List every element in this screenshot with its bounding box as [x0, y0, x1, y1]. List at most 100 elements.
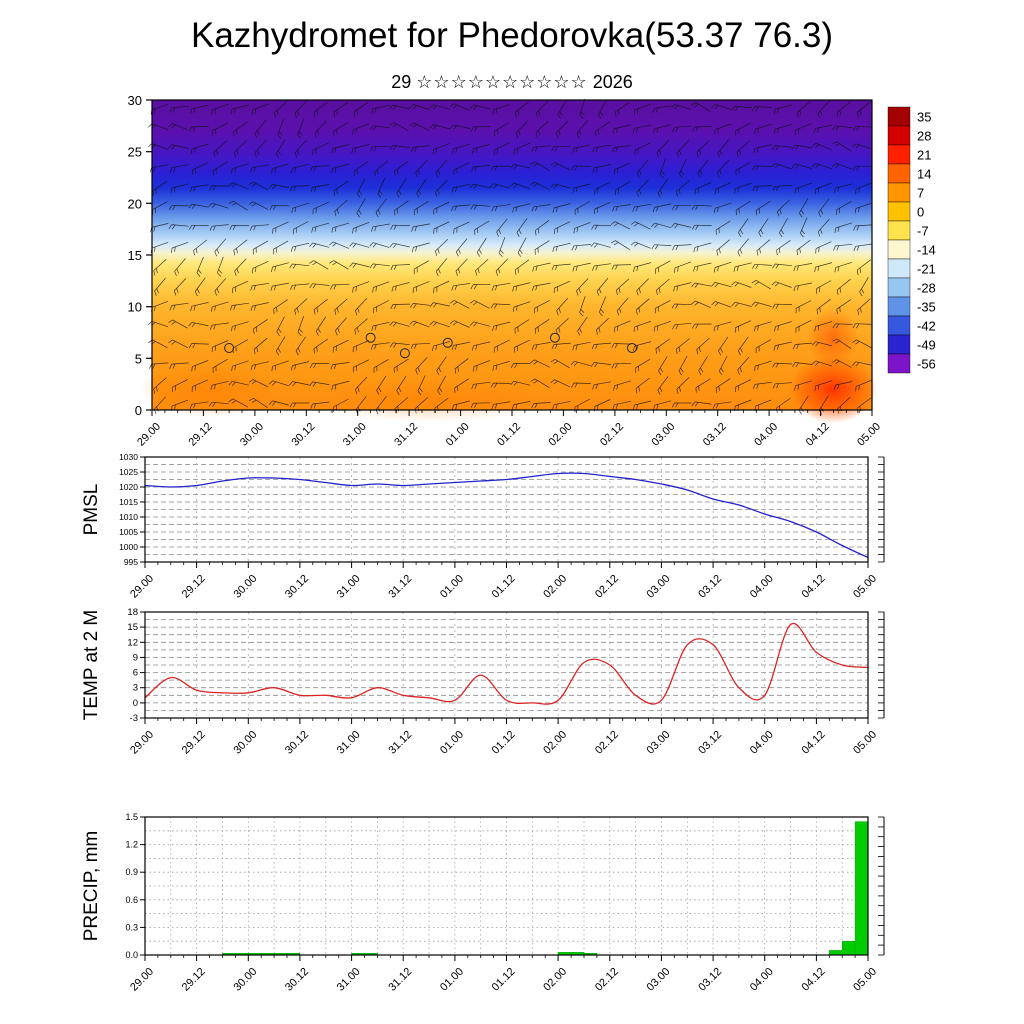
colorbar-segment [887, 144, 911, 165]
svg-text:0.6: 0.6 [125, 895, 138, 905]
colorbar-tick: 14 [917, 167, 931, 182]
precip-panel: 0.0 0.3 0.6 0.9 1.2 1.5 29.00 29.12 30.00 30.12 31… [81, 812, 885, 994]
svg-text:1000: 1000 [119, 542, 138, 552]
date-year: 2026 [592, 72, 633, 92]
svg-text:02.12: 02.12 [598, 421, 626, 449]
colorbar-segment [887, 277, 911, 298]
svg-text:30.12: 30.12 [283, 966, 311, 994]
colorbar-segment [887, 182, 911, 203]
panel-ylabel: PRECIP, mm [81, 831, 102, 942]
svg-text:03.12: 03.12 [696, 966, 724, 994]
svg-text:29.00: 29.00 [128, 573, 156, 601]
y-axis: 0 5 10 15 20 25 30 [128, 93, 152, 418]
svg-text:02.12: 02.12 [593, 729, 621, 757]
precip-bars [222, 821, 869, 956]
x-axis: 29.00 29.12 30.00 30.12 31.00 31.12 01.00 01.12… [128, 612, 879, 757]
precip-bar [829, 950, 843, 956]
y-axis: 995 1000 1005 1010 1015 1020 1025 1030 [119, 452, 868, 567]
calm-markers [224, 332, 637, 359]
svg-text:02.12: 02.12 [593, 573, 621, 601]
svg-text:15: 15 [128, 248, 142, 263]
svg-text:5: 5 [135, 351, 142, 366]
svg-text:03.00: 03.00 [645, 966, 673, 994]
svg-text:01.12: 01.12 [490, 966, 518, 994]
svg-text:30: 30 [128, 93, 142, 108]
svg-text:05.00: 05.00 [851, 729, 879, 757]
svg-text:03.00: 03.00 [649, 421, 677, 449]
hot-spots [140, 307, 877, 424]
svg-text:15: 15 [127, 622, 138, 633]
colorbar-segment [887, 163, 911, 184]
svg-text:29.12: 29.12 [180, 966, 208, 994]
svg-text:01.12: 01.12 [490, 729, 518, 757]
colorbar-tick: -21 [917, 262, 936, 277]
svg-text:03.00: 03.00 [645, 573, 673, 601]
svg-text:12: 12 [127, 637, 138, 648]
colorbar-segment [887, 353, 911, 374]
svg-text:10: 10 [128, 300, 142, 315]
colorbar-tick: 35 [917, 110, 931, 125]
colorbar-tick: 7 [917, 186, 924, 201]
x-axis: 29.00 29.12 30.00 30.12 31.00 31.12 01.00 01.12… [128, 955, 879, 994]
svg-text:1005: 1005 [119, 527, 138, 537]
svg-text:1015: 1015 [119, 497, 138, 507]
svg-text:1025: 1025 [119, 467, 138, 477]
colorbar-tick: 0 [917, 205, 924, 220]
svg-text:9: 9 [133, 652, 138, 663]
svg-text:25: 25 [128, 145, 142, 160]
svg-text:03.12: 03.12 [696, 729, 724, 757]
svg-text:02.00: 02.00 [541, 573, 569, 601]
colorbar-segment [887, 258, 911, 279]
colorbar-segment [887, 315, 911, 336]
svg-text:04.12: 04.12 [800, 573, 828, 601]
svg-text:1.5: 1.5 [125, 812, 138, 822]
svg-text:29.12: 29.12 [180, 729, 208, 757]
svg-text:01.00: 01.00 [438, 966, 466, 994]
pmsl-panel: 995 1000 1005 1010 1015 1020 1025 1030 29.00 29.1… [81, 452, 885, 601]
svg-text:03.12: 03.12 [696, 573, 724, 601]
svg-text:20: 20 [128, 196, 142, 211]
svg-text:05.00: 05.00 [851, 966, 879, 994]
colorbar-tick: -56 [917, 357, 936, 372]
svg-text:0: 0 [135, 403, 142, 418]
svg-text:995: 995 [124, 557, 138, 567]
svg-text:01.00: 01.00 [444, 421, 472, 449]
page-title: Kazhydromet for Phedorovka(53.37 76.3) [190, 16, 834, 55]
temp2m-line [144, 622, 869, 705]
svg-text:05.00: 05.00 [855, 421, 883, 449]
colorbar-tick: 21 [917, 148, 931, 163]
svg-text:30.12: 30.12 [283, 573, 311, 601]
colorbar-tick: -42 [917, 319, 936, 334]
svg-text:01.12: 01.12 [495, 421, 523, 449]
temp-panel: -3 0 3 6 9 12 15 18 29.00 29.12 30.00 30.12 31.00 31.… [81, 607, 885, 757]
svg-text:0.0: 0.0 [125, 950, 138, 960]
panel-ylabel: PMSL [81, 484, 102, 536]
svg-text:04.12: 04.12 [800, 729, 828, 757]
svg-text:6: 6 [133, 668, 138, 679]
svg-text:04.00: 04.00 [748, 573, 776, 601]
svg-text:1.2: 1.2 [125, 840, 138, 850]
svg-text:31.12: 31.12 [386, 966, 414, 994]
colorbar-segment [887, 201, 911, 222]
colorbar-segment [887, 106, 911, 127]
date-line: 29 ☆☆☆☆☆☆☆☆☆☆ 2026 [0, 72, 1024, 93]
panel-ylabel: TEMP at 2 M [81, 610, 102, 721]
svg-text:01.12: 01.12 [490, 573, 518, 601]
svg-text:01.00: 01.00 [438, 573, 466, 601]
svg-text:30.00: 30.00 [238, 421, 266, 449]
svg-text:03.00: 03.00 [645, 729, 673, 757]
right-mini-axis [878, 456, 885, 563]
svg-text:04.12: 04.12 [800, 966, 828, 994]
svg-text:29.00: 29.00 [135, 421, 163, 449]
colorbar-segment [887, 125, 911, 146]
svg-text:02.00: 02.00 [541, 729, 569, 757]
svg-text:31.12: 31.12 [392, 421, 420, 449]
svg-text:04.00: 04.00 [752, 421, 780, 449]
svg-text:30.00: 30.00 [231, 729, 259, 757]
svg-text:30.00: 30.00 [231, 573, 259, 601]
svg-text:31.12: 31.12 [386, 573, 414, 601]
y-axis: -3 0 3 6 9 12 15 18 [127, 607, 868, 724]
svg-text:1020: 1020 [119, 482, 138, 492]
colorbar-tick: -7 [917, 224, 929, 239]
